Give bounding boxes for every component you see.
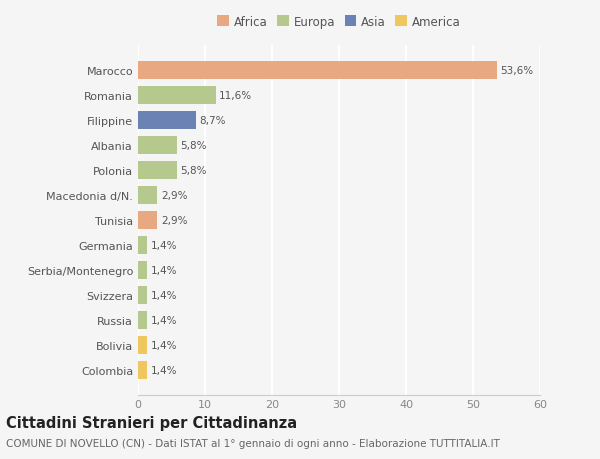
Bar bbox=[138, 112, 196, 129]
Bar bbox=[138, 136, 177, 155]
Text: 8,7%: 8,7% bbox=[200, 116, 226, 126]
Text: 11,6%: 11,6% bbox=[219, 91, 252, 101]
Text: Cittadini Stranieri per Cittadinanza: Cittadini Stranieri per Cittadinanza bbox=[6, 415, 297, 431]
Bar bbox=[138, 186, 157, 204]
Text: 1,4%: 1,4% bbox=[151, 265, 177, 275]
Bar bbox=[138, 261, 148, 279]
Bar bbox=[138, 162, 177, 179]
Text: 1,4%: 1,4% bbox=[151, 290, 177, 300]
Text: 1,4%: 1,4% bbox=[151, 365, 177, 375]
Text: 1,4%: 1,4% bbox=[151, 340, 177, 350]
Text: 2,9%: 2,9% bbox=[161, 190, 187, 201]
Text: 5,8%: 5,8% bbox=[180, 140, 207, 151]
Bar bbox=[138, 87, 216, 105]
Bar bbox=[138, 336, 148, 354]
Bar bbox=[138, 236, 148, 254]
Bar bbox=[138, 361, 148, 379]
Text: 1,4%: 1,4% bbox=[151, 240, 177, 250]
Text: COMUNE DI NOVELLO (CN) - Dati ISTAT al 1° gennaio di ogni anno - Elaborazione TU: COMUNE DI NOVELLO (CN) - Dati ISTAT al 1… bbox=[6, 438, 500, 448]
Text: 1,4%: 1,4% bbox=[151, 315, 177, 325]
Text: 53,6%: 53,6% bbox=[500, 66, 533, 76]
Legend: Africa, Europa, Asia, America: Africa, Europa, Asia, America bbox=[215, 13, 463, 31]
Text: 2,9%: 2,9% bbox=[161, 215, 187, 225]
Bar bbox=[138, 311, 148, 329]
Bar bbox=[138, 286, 148, 304]
Bar bbox=[138, 211, 157, 230]
Bar bbox=[138, 62, 497, 80]
Text: 5,8%: 5,8% bbox=[180, 165, 207, 175]
